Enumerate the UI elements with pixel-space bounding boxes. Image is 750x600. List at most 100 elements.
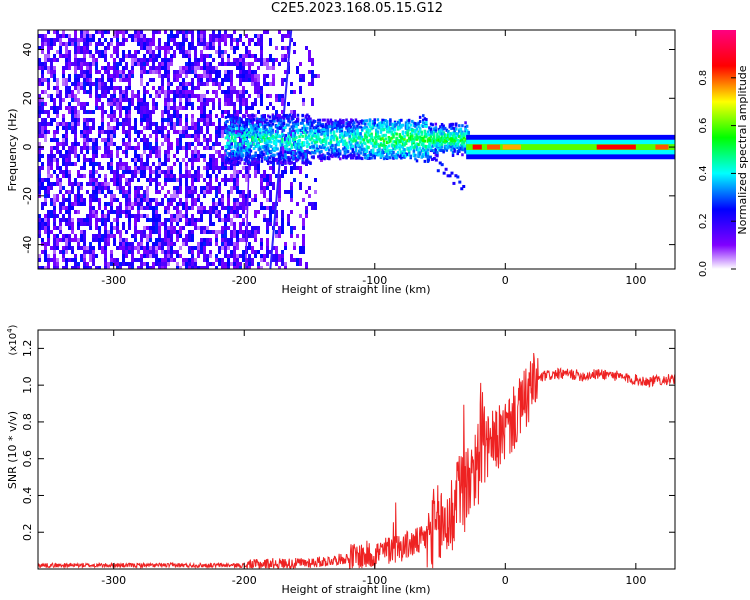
signal-cell [400, 139, 403, 143]
noise-cell [221, 242, 224, 246]
noise-cell [242, 190, 245, 194]
noise-cell [254, 42, 257, 46]
noise-cell [62, 42, 65, 46]
noise-cell [131, 98, 134, 106]
noise-cell [173, 90, 176, 94]
noise-cell [83, 134, 86, 138]
noise-cell [215, 134, 218, 142]
signal-cell [461, 124, 464, 128]
noise-cell [41, 218, 44, 222]
noise-cell [50, 166, 53, 170]
noise-cell [68, 58, 71, 62]
noise-cell [83, 50, 86, 54]
noise-cell [176, 158, 179, 162]
signal-cell [432, 127, 436, 131]
noise-cell [233, 186, 236, 190]
noise-cell [116, 210, 119, 214]
signal-cell [277, 121, 281, 125]
noise-cell [230, 46, 233, 50]
signal-cell [335, 121, 339, 125]
noise-cell [182, 242, 185, 246]
noise-cell [290, 254, 293, 262]
signal-cell [345, 121, 348, 125]
noise-cell [128, 50, 131, 54]
noise-cell [83, 126, 86, 130]
spectrogram-x-axis-label: Height of straight line (km) [281, 283, 430, 296]
noise-cell [164, 258, 167, 262]
signal-cell [257, 143, 261, 147]
signal-cell [268, 136, 272, 140]
signal-cell [418, 146, 422, 150]
signal-cell [299, 121, 303, 125]
noise-cell [104, 70, 107, 74]
noise-cell [233, 58, 236, 62]
noise-cell [143, 262, 146, 266]
noise-cell [167, 134, 170, 138]
signal-cell [379, 130, 383, 134]
noise-cell [245, 118, 248, 126]
noise-cell [137, 90, 140, 94]
colorbar-tick-label: 0.6 [698, 118, 709, 134]
noise-cell [38, 102, 41, 106]
noise-cell [224, 98, 227, 102]
noise-cell [125, 94, 128, 102]
signal-cell [437, 135, 441, 139]
noise-cell [113, 226, 116, 230]
noise-cell [80, 222, 83, 226]
noise-cell [164, 154, 167, 162]
noise-cell [269, 82, 272, 86]
noise-cell [149, 78, 152, 82]
noise-cell [173, 218, 176, 222]
noise-cell [65, 86, 68, 94]
signal-cell [232, 156, 235, 160]
signal-cell [235, 144, 239, 148]
noise-cell [203, 246, 206, 250]
noise-cell [89, 94, 92, 98]
noise-cell [182, 130, 185, 134]
noise-cell [122, 30, 125, 38]
noise-cell [95, 30, 98, 34]
noise-cell [38, 182, 41, 186]
signal-cell [403, 138, 406, 142]
signal-cell [337, 152, 340, 156]
signal-cell [349, 153, 353, 157]
signal-cell [227, 136, 231, 140]
signal-cell [451, 151, 455, 155]
signal-cell [266, 155, 270, 159]
noise-cell [101, 102, 104, 110]
signal-cell [243, 149, 246, 153]
noise-cell [146, 118, 149, 122]
noise-cell [224, 110, 227, 114]
signal-cell [407, 153, 411, 157]
signal-cell [414, 157, 417, 161]
signal-cell [445, 145, 449, 149]
noise-cell [212, 98, 215, 102]
noise-cell [56, 226, 59, 230]
noise-cell [224, 182, 227, 186]
noise-cell [86, 110, 89, 114]
signal-cell [246, 140, 250, 144]
noise-cell [260, 46, 263, 50]
signal-cell [252, 118, 256, 122]
noise-cell [209, 218, 212, 226]
signal-cell [255, 144, 259, 148]
noise-cell [194, 154, 197, 158]
noise-cell [56, 78, 59, 82]
noise-cell [134, 118, 137, 122]
noise-cell [158, 238, 161, 242]
noise-cell [194, 186, 197, 190]
noise-cell [227, 258, 230, 266]
signal-cell [375, 141, 378, 145]
noise-cell [284, 46, 287, 50]
signal-cell [409, 147, 412, 151]
signal-cell [334, 134, 337, 138]
noise-cell [185, 94, 188, 98]
noise-cell [188, 58, 191, 66]
signal-cell [349, 156, 353, 160]
noise-cell [86, 70, 89, 78]
noise-cell [164, 46, 167, 50]
noise-cell [266, 94, 269, 98]
noise-cell [128, 114, 131, 118]
noise-cell [236, 62, 239, 66]
noise-cell [218, 38, 221, 46]
